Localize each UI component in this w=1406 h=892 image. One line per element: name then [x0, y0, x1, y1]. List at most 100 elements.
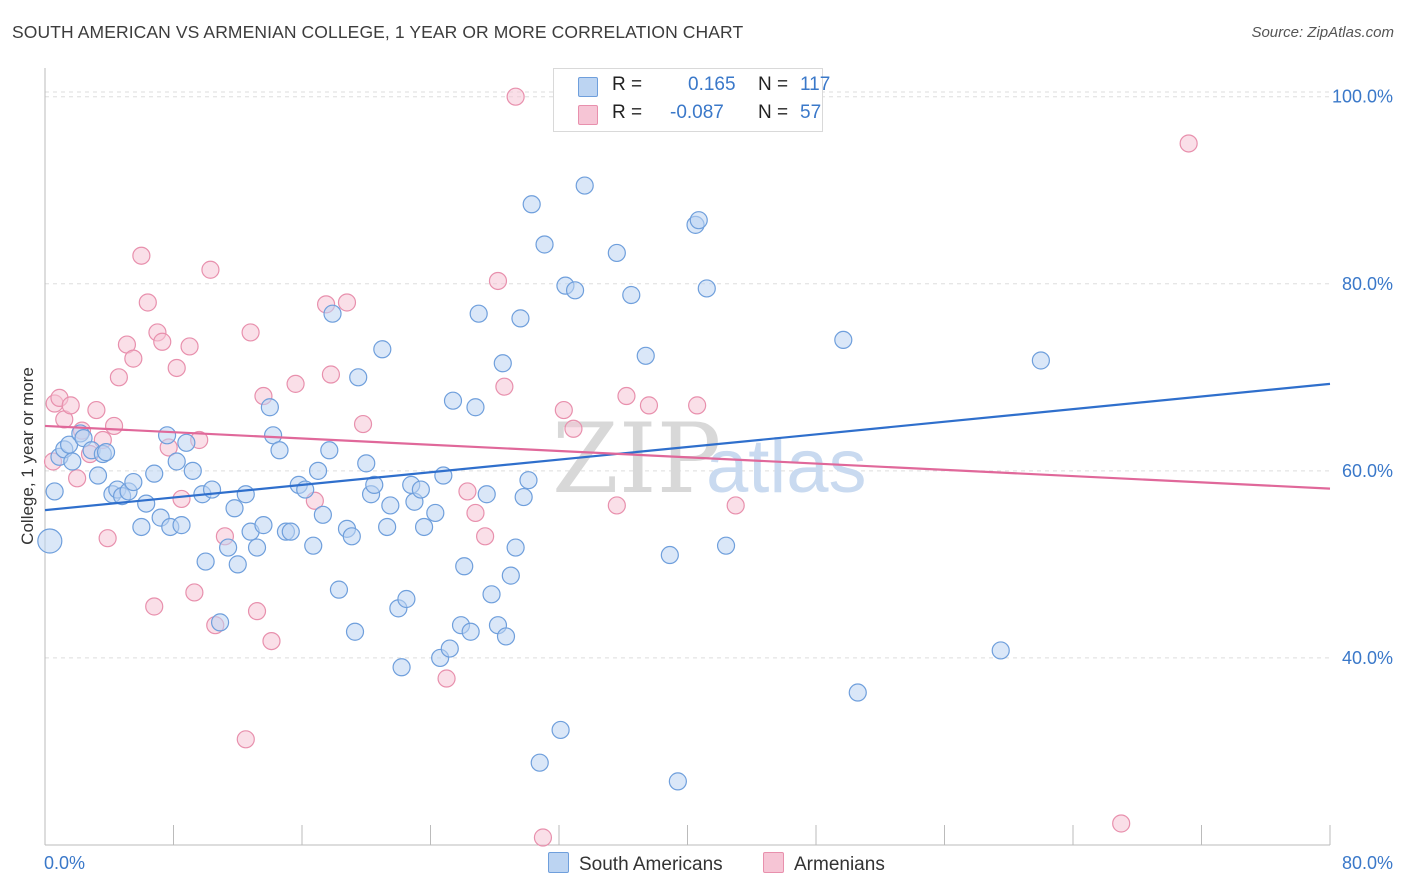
south-american-point: [496, 627, 516, 646]
n-label: N =: [758, 74, 789, 95]
armenian-point: [167, 358, 186, 378]
armenian-point: [132, 246, 151, 265]
trend-lines: [44, 382, 1331, 512]
legend-item-south-americans[interactable]: South Americans: [548, 852, 723, 876]
south-american-point: [501, 566, 520, 585]
south-american-point: [530, 753, 549, 772]
armenian-point: [607, 496, 626, 515]
south-american-point: [622, 285, 641, 305]
south-americans-swatch: [548, 852, 569, 873]
south-american-point: [172, 516, 191, 535]
armenian-point: [104, 416, 124, 436]
south-american-point: [506, 538, 525, 557]
south-american-point: [426, 503, 445, 523]
south-american-point: [689, 211, 708, 230]
armenian-point: [153, 332, 172, 351]
south-american-point: [378, 517, 397, 537]
south-american-point: [565, 281, 585, 300]
armenian-point: [726, 496, 745, 515]
r-label: R =: [612, 74, 643, 95]
south-american-point: [210, 613, 230, 632]
armenian-point: [236, 730, 255, 749]
south-american-point: [397, 589, 416, 609]
armenian-r-value: -0.087: [670, 102, 724, 123]
south-american-point: [381, 496, 400, 515]
watermark-zip: ZIP: [552, 403, 721, 515]
armenian-point: [458, 482, 477, 501]
south-american-point: [636, 346, 655, 365]
south-american-point: [177, 433, 196, 452]
armenian-point: [554, 400, 573, 420]
south-american-point: [63, 452, 82, 471]
south-american-point: [1031, 351, 1050, 370]
armenian-point: [68, 469, 87, 488]
south-american-point: [196, 552, 215, 571]
n-label: N =: [758, 102, 789, 123]
stats-legend: R = 0.165 N = 117 R = -0.087 N = 57: [553, 68, 830, 132]
south-american-point: [522, 195, 541, 214]
armenian-point: [87, 400, 106, 420]
south-american-point: [167, 452, 186, 471]
south-american-point: [392, 658, 411, 677]
south-american-point: [414, 517, 434, 537]
south-american-point: [511, 309, 530, 328]
south-american-point: [45, 482, 64, 501]
south-american-r-value: 0.165: [688, 74, 736, 95]
south-american-point: [145, 464, 164, 483]
armenian-point: [488, 271, 508, 291]
armenian-n-value: 57: [800, 102, 822, 123]
south-american-point: [991, 641, 1010, 660]
south-american-point: [202, 480, 222, 499]
south-american-point: [329, 580, 349, 599]
y-axis-label: College, 1 year or more: [18, 367, 37, 545]
south-american-point: [225, 499, 244, 518]
armenian-point: [180, 337, 199, 356]
y-tick-labels: 40.0% 60.0% 80.0% 100.0%: [1332, 87, 1393, 668]
south-american-point: [607, 243, 626, 263]
legend-label-south-americans: South Americans: [579, 854, 723, 875]
south-american-point: [482, 585, 501, 604]
south-american-point: [132, 517, 151, 537]
armenian-point: [617, 386, 636, 406]
armenian-point: [262, 631, 281, 651]
south-american-point: [304, 536, 323, 555]
south-american-n-value: 117: [800, 74, 831, 95]
armenian-point: [437, 669, 456, 688]
armenian-point: [185, 583, 204, 602]
legend-item-armenians[interactable]: Armenians: [763, 852, 885, 876]
armenian-point: [1179, 134, 1198, 153]
south-american-point: [365, 475, 384, 494]
watermark: ZIP atlas: [552, 403, 867, 515]
armenian-point: [124, 349, 143, 368]
south-american-point: [37, 528, 63, 554]
x-tick-max: 80.0%: [1342, 853, 1393, 873]
x-tick-min: 0.0%: [44, 853, 85, 873]
south-american-point: [514, 487, 533, 507]
y-tick-label: 100.0%: [1332, 87, 1393, 107]
south-american-point: [477, 485, 496, 504]
armenian-point: [201, 260, 220, 279]
armenian-point: [98, 529, 117, 548]
armenian-point: [533, 828, 553, 847]
south-american-point: [357, 454, 376, 473]
armenian-point: [61, 396, 80, 415]
y-tick-label: 60.0%: [1342, 461, 1393, 481]
south-american-point: [535, 235, 554, 254]
y-tick-label: 80.0%: [1342, 274, 1393, 294]
south-american-point: [668, 772, 687, 791]
south-american-point: [455, 557, 474, 576]
south-american-point: [697, 279, 716, 298]
armenian-swatch: [578, 105, 598, 125]
south-american-point: [551, 720, 570, 740]
armenian-point: [688, 396, 707, 415]
south-american-point: [263, 426, 283, 445]
armenian-point: [138, 293, 157, 312]
south-american-point: [440, 639, 459, 658]
south-american-swatch: [578, 77, 598, 97]
y-tick-label: 40.0%: [1342, 648, 1393, 668]
south-american-point: [219, 538, 238, 557]
armenian-point: [466, 503, 485, 523]
south-american-point: [349, 368, 368, 387]
chart-title: SOUTH AMERICAN VS ARMENIAN COLLEGE, 1 YE…: [12, 22, 744, 42]
